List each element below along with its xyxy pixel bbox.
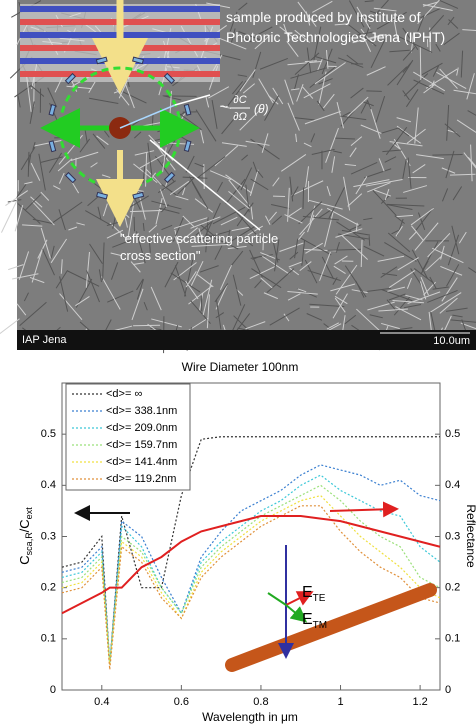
y-tick-label: 0.3 — [41, 530, 56, 542]
legend-label: <d>= 209.0nm — [106, 422, 177, 434]
annotation-text: E — [302, 611, 313, 628]
series-line — [62, 475, 440, 664]
x-tick-label: 0.4 — [94, 696, 109, 708]
y-tick-label: 0.1 — [41, 633, 56, 645]
y-tick-label: 0.5 — [41, 428, 56, 440]
wire — [28, 152, 29, 177]
x-tick-label: 0.6 — [174, 696, 189, 708]
arrows — [78, 509, 430, 665]
footer-right: 10.0um — [433, 335, 470, 347]
x-tick-label: 1 — [337, 696, 343, 708]
y2-tick-label: 0.4 — [445, 479, 460, 491]
annotation-text: E — [302, 584, 313, 601]
wire — [420, 47, 421, 81]
x-tick-label: 1.2 — [412, 696, 427, 708]
annotation: ETE — [302, 584, 326, 603]
y-tick-label: 0.4 — [41, 479, 56, 491]
formula-numerator: ∂C — [233, 94, 246, 106]
x-tick-label: 0.8 — [253, 696, 268, 708]
y-label-sub: sca,R — [24, 532, 34, 556]
chart-title: Wire Diameter 100nm — [182, 360, 299, 374]
y-label-text: Csca,R/Cext — [17, 507, 34, 565]
annotation-sub: TE — [313, 593, 326, 604]
wire — [1, 200, 17, 233]
footer-left: IAP Jena — [22, 334, 67, 346]
annotation: ETM — [302, 611, 327, 630]
wire — [303, 188, 304, 209]
formula-denominator: ∂Ω — [233, 111, 247, 123]
legend-label: <d>= 119.2nm — [106, 473, 176, 485]
formula-prefix: ~ — [220, 99, 228, 115]
legend-label: <d>= ∞ — [106, 388, 142, 400]
wire — [366, 91, 381, 92]
y-label-tail-sub: ext — [24, 507, 34, 520]
x-label: Wavelength in μm — [202, 710, 298, 724]
y-label: Csca,R/Cext — [17, 507, 34, 565]
y2-tick-label: 0.3 — [445, 530, 460, 542]
page: sample produced by Institute ofPhotonic … — [0, 0, 476, 728]
wire — [369, 236, 370, 245]
y2-tick-label: 0.5 — [445, 428, 460, 440]
formula-argument: (θ) — [254, 102, 269, 116]
legend-label: <d>= 338.1nm — [106, 405, 177, 417]
y2-tick-label: 0.1 — [445, 633, 460, 645]
y-label-tail: /C — [17, 519, 32, 532]
y2-tick-label: 0 — [445, 684, 451, 696]
legend-label: <d>= 141.4nm — [106, 456, 177, 468]
annotation-sub: TM — [313, 620, 327, 631]
y-tick-label: 0.2 — [41, 582, 56, 594]
y-label-main: C — [17, 555, 32, 564]
y-tick-label: 0 — [50, 684, 56, 696]
y2-label: Reflectance — [464, 504, 476, 568]
legend-label: <d>= 159.7nm — [106, 439, 177, 451]
wire — [0, 319, 20, 337]
y2-tick-label: 0.2 — [445, 582, 460, 594]
